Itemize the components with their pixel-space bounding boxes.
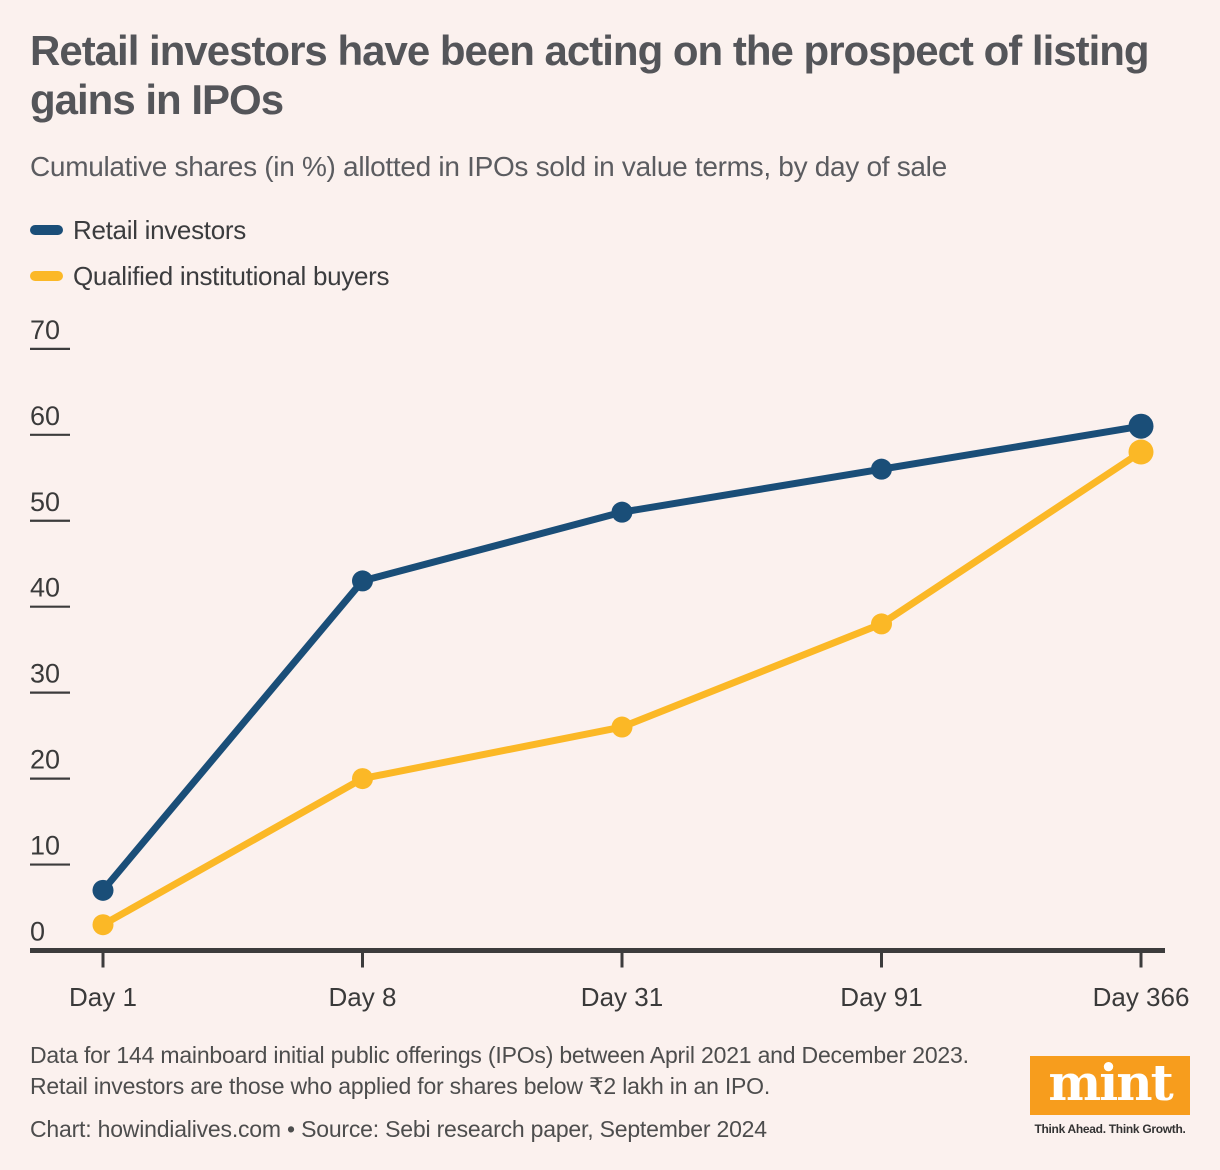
data-point-retail-day-8 <box>352 570 373 592</box>
y-axis-label: 40 <box>30 573 60 603</box>
retail-series-swatch <box>30 225 63 235</box>
title-line-1: Retail investors have been acting on the… <box>30 27 1150 74</box>
data-point-retail-day-91 <box>871 458 892 480</box>
y-axis-label: 60 <box>30 401 60 431</box>
legend-label-qib: Qualified institutional buyers <box>73 260 390 291</box>
footer-note-line-1: Data for 144 mainboard initial public of… <box>30 1042 969 1068</box>
data-point-qib-day-8 <box>352 768 373 790</box>
y-axis-label: 20 <box>30 745 60 775</box>
footer-note-line-2: Retail investors are those who applied f… <box>30 1073 771 1099</box>
line-chart: 0 10 20 30 40 50 60 70 Day 1 Day 8 Day 31 Day 91 Day… <box>0 300 1220 1015</box>
data-point-qib-day-91 <box>871 613 892 635</box>
x-axis-label: Day 1 <box>69 982 137 1012</box>
mint-logo: mint <box>1030 1056 1190 1115</box>
series-line-retail <box>99 422 1145 894</box>
data-point-retail-day-1 <box>92 879 114 901</box>
y-axis-label: 70 <box>30 315 60 345</box>
x-axis-label: Day 366 <box>1093 982 1190 1012</box>
data-point-qib-day-366 <box>1128 439 1154 465</box>
legend-item-qib: Qualified institutional buyers <box>30 260 390 291</box>
legend-label-retail: Retail investors <box>73 214 246 245</box>
chart-subtitle: Cumulative shares (in %) allotted in IPO… <box>30 151 947 182</box>
y-axis-label: 50 <box>30 487 60 517</box>
title-line-2: gains in IPOs <box>30 76 284 123</box>
x-axis-label: Day 31 <box>581 982 663 1012</box>
footer-credit: Chart: howindialives.com • Source: Sebi … <box>30 1116 767 1142</box>
chart-legend: Retail investors Qualified institutional… <box>30 214 390 308</box>
data-point-retail-day-366 <box>1128 413 1154 439</box>
mint-logo-tagline: Think Ahead. Think Growth. <box>1034 1122 1186 1136</box>
series-line-qib <box>99 448 1145 929</box>
legend-item-retail: Retail investors <box>30 214 389 245</box>
page-title: Retail investors have been acting on the… <box>30 26 1205 124</box>
footer-note: Data for 144 mainboard initial public of… <box>30 1040 1010 1102</box>
qib-series-swatch <box>30 271 63 281</box>
data-point-qib-day-31 <box>611 716 633 738</box>
data-point-qib-day-1 <box>92 914 114 936</box>
y-axis-label: 0 <box>30 917 45 947</box>
chart-svg: 0 10 20 30 40 50 60 70 Day 1 Day 8 Day 31 Day 91 Day… <box>30 315 1190 1012</box>
y-axis-label: 30 <box>30 659 60 689</box>
y-axis-label: 10 <box>30 831 60 861</box>
x-axis-label: Day 8 <box>329 982 397 1012</box>
mint-logo-wordmark: mint <box>1048 1052 1173 1112</box>
x-axis-label: Day 91 <box>840 982 922 1012</box>
data-point-retail-day-31 <box>611 501 633 523</box>
